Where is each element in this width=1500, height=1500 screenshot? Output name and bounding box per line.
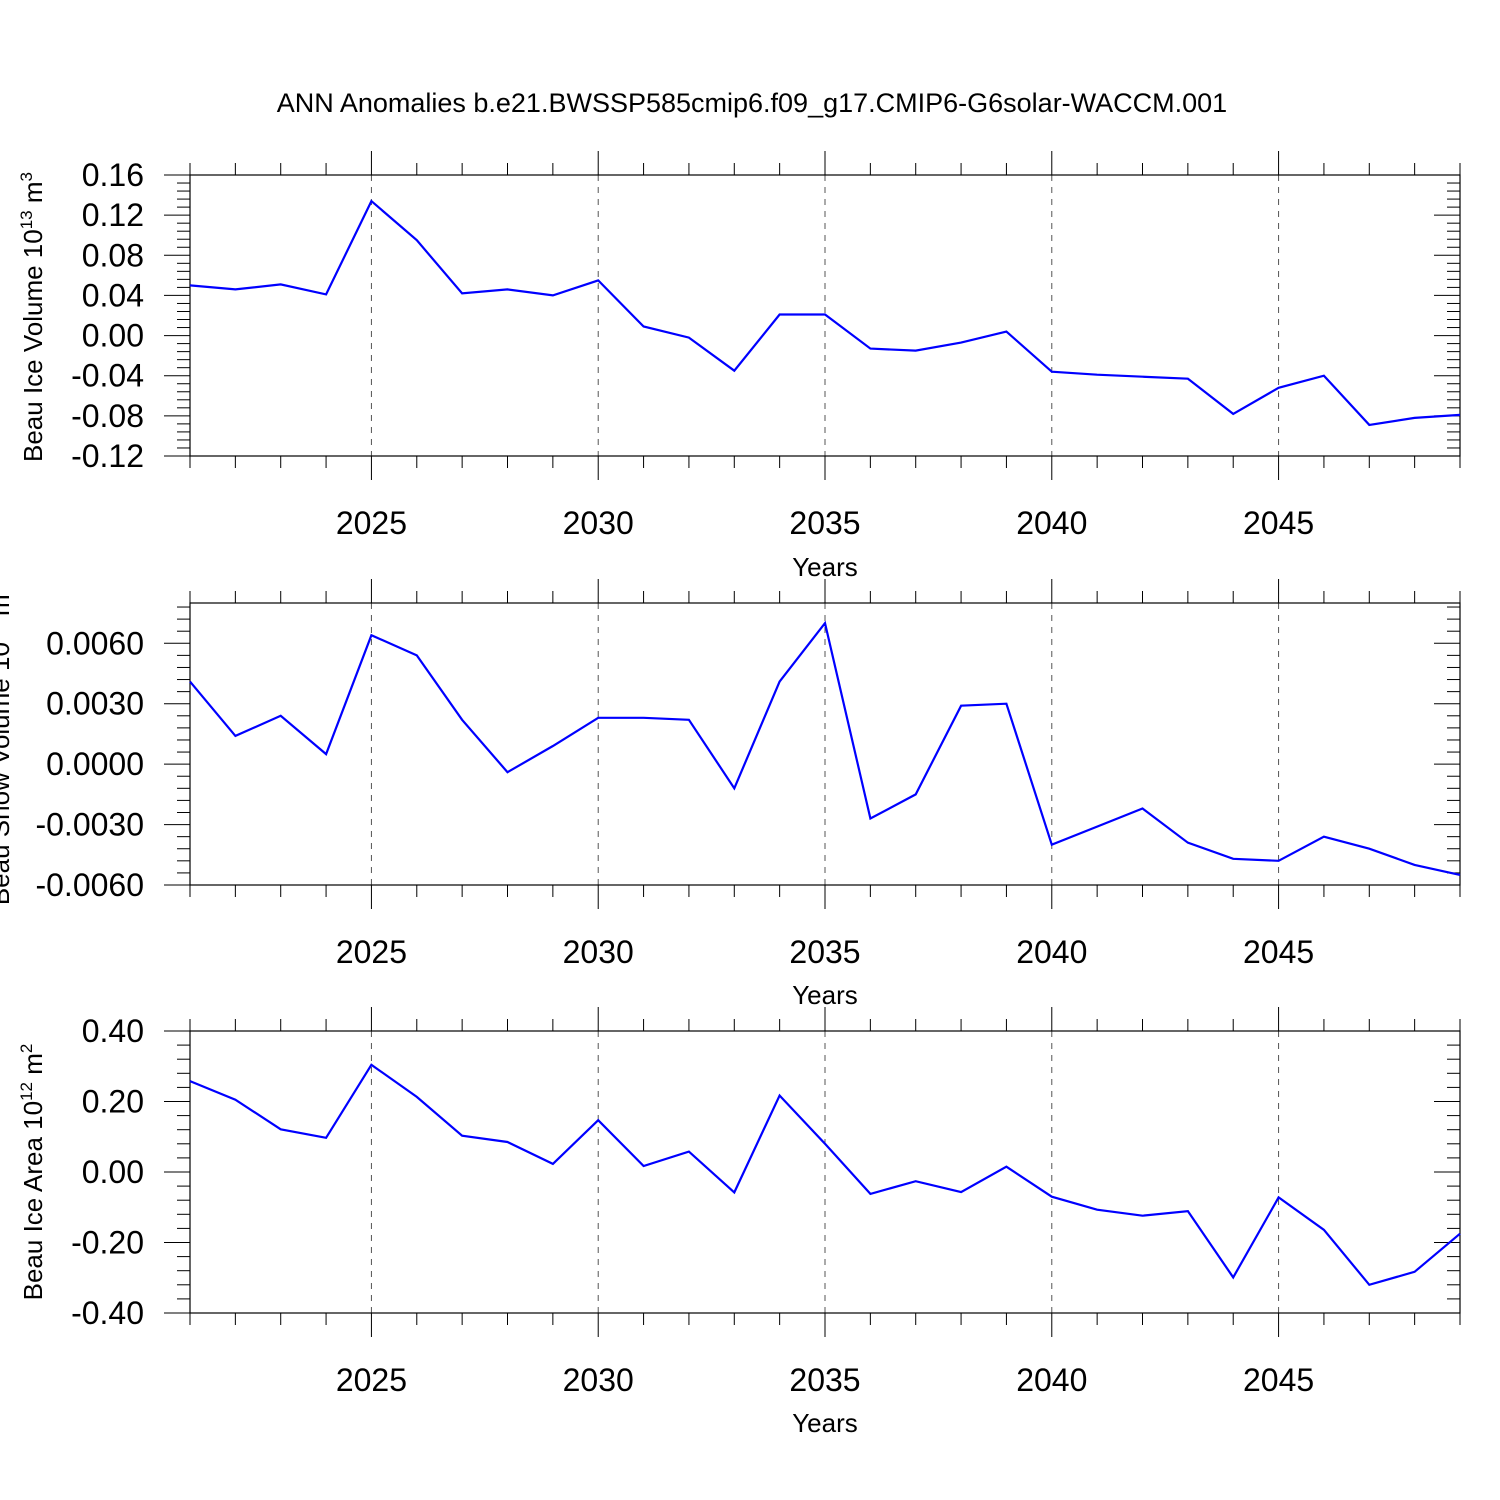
y-tick-label: -0.04 <box>71 358 144 394</box>
x-tick-label: 2025 <box>336 505 407 541</box>
x-tick-label: 2045 <box>1243 505 1314 541</box>
y-tick-label: -0.0060 <box>35 867 144 903</box>
plot-panel: 2025 2030 2035 2040 2045 0.16 0.12 0.08 0.04 0.00… <box>71 151 1461 541</box>
y-tick-label: 0.20 <box>82 1084 144 1120</box>
y-tick-label: -0.12 <box>71 438 144 474</box>
x-tick-label: 2030 <box>563 505 634 541</box>
y-tick-label: 0.12 <box>82 197 144 233</box>
x-tick-label: 2040 <box>1016 505 1087 541</box>
x-tick-label: 2035 <box>789 934 860 970</box>
y-tick-label: -0.20 <box>71 1225 144 1261</box>
figure-title: ANN Anomalies b.e21.BWSSP585cmip6.f09_g1… <box>277 88 1227 118</box>
y-tick-label: 0.08 <box>82 237 144 273</box>
y-axis-title: Beau Snow Volume 1013 m3 <box>0 585 15 905</box>
y-tick-label: -0.0030 <box>35 807 144 843</box>
x-tick-label: 2040 <box>1016 934 1087 970</box>
plot-panel: 2025 2030 2035 2040 2045 0.40 0.20 0.00 -0.20 -0.… <box>71 1007 1461 1398</box>
x-axis-title: Years <box>792 1408 858 1438</box>
y-tick-label: 0.0060 <box>46 625 144 661</box>
y-tick-label: -0.40 <box>71 1295 144 1331</box>
y-tick-label: 0.40 <box>82 1013 144 1049</box>
x-tick-label: 2030 <box>563 934 634 970</box>
y-axis-title: Beau Ice Volume 1013 m3 <box>17 172 48 462</box>
panel-ice-area: Beau Ice Area 1012 m2 Years <box>17 1044 858 1438</box>
x-tick-label: 2035 <box>789 1362 860 1398</box>
y-tick-label: -0.08 <box>71 398 144 434</box>
panel-ice-volume: Beau Ice Volume 1013 m3 Years <box>17 172 858 582</box>
panel-snow-volume: Beau Snow Volume 1013 m3 Years <box>0 585 858 1010</box>
y-tick-label: 0.0000 <box>46 746 144 782</box>
x-tick-label: 2025 <box>336 1362 407 1398</box>
plot-frame <box>189 602 1461 886</box>
x-tick-label: 2025 <box>336 934 407 970</box>
y-axis-title: Beau Ice Area 1012 m2 <box>17 1044 48 1301</box>
y-tick-label: 0.0030 <box>46 686 144 722</box>
x-tick-label: 2030 <box>563 1362 634 1398</box>
y-tick-label: 0.00 <box>82 1154 144 1190</box>
y-tick-label: 0.16 <box>82 157 144 193</box>
x-axis-title: Years <box>792 980 858 1010</box>
plot-frame <box>189 1030 1461 1314</box>
plot-layer: 2025 2030 2035 2040 2045 0.16 0.12 0.08 0.04 0.00… <box>35 151 1461 1398</box>
series-line <box>189 620 1461 876</box>
x-tick-label: 2045 <box>1243 1362 1314 1398</box>
y-tick-label: 0.00 <box>82 318 144 354</box>
x-tick-label: 2045 <box>1243 934 1314 970</box>
plot-panel: 2025 2030 2035 2040 2045 0.0060 0.0030 0.0000 -0… <box>35 579 1461 970</box>
x-tick-label: 2035 <box>789 505 860 541</box>
y-tick-label: 0.04 <box>82 277 144 313</box>
x-tick-label: 2040 <box>1016 1362 1087 1398</box>
x-axis-title: Years <box>792 552 858 582</box>
